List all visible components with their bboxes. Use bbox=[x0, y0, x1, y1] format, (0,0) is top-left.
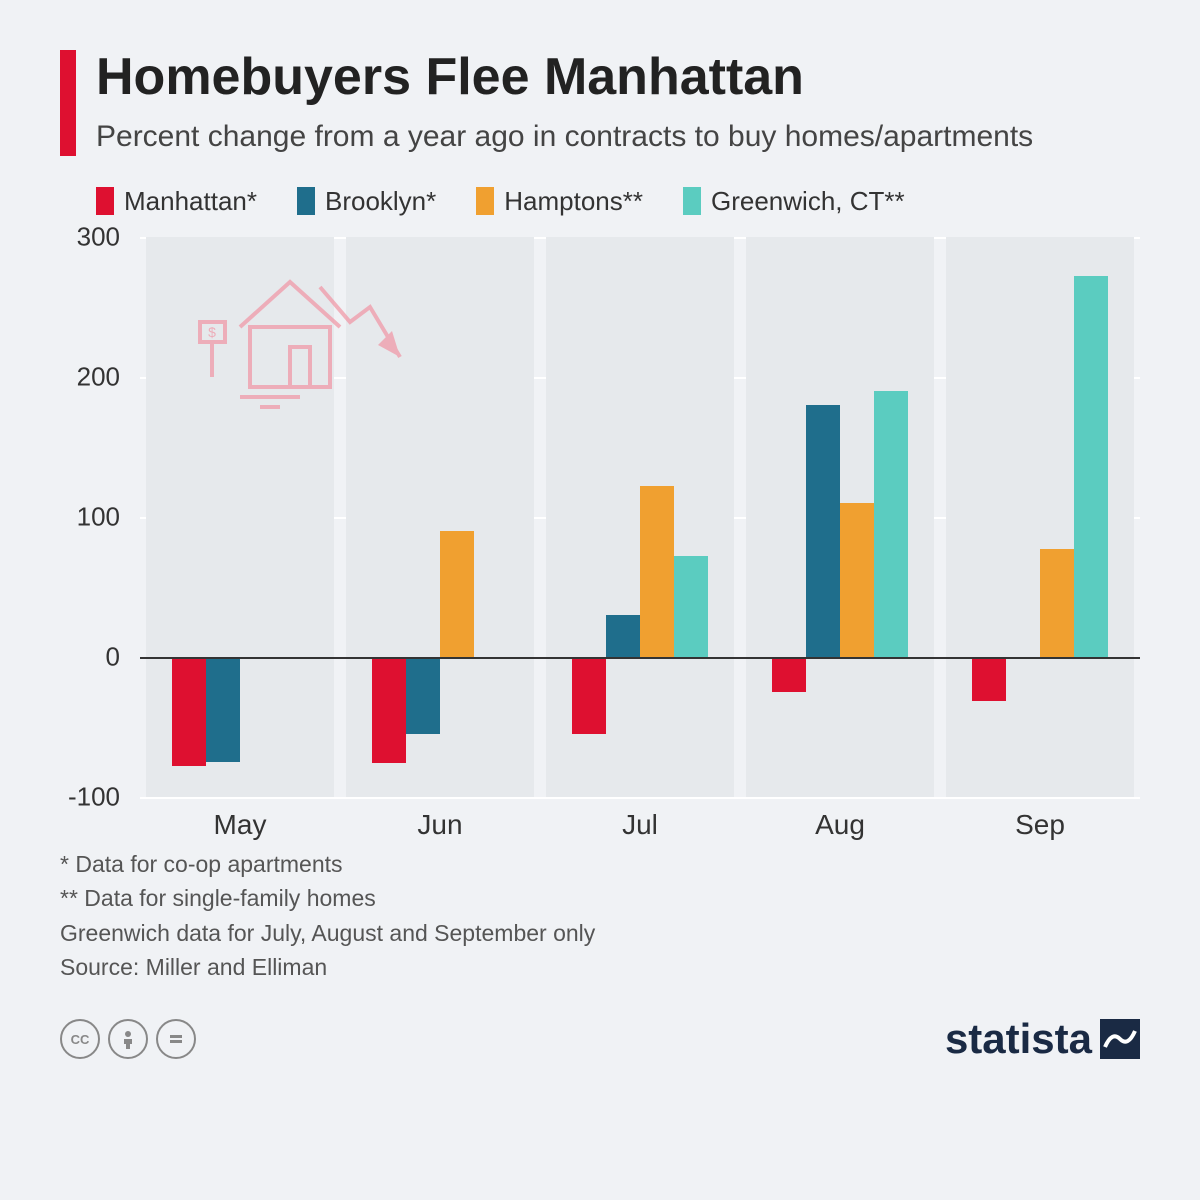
brand-text: statista bbox=[945, 1015, 1092, 1063]
legend-item: Greenwich, CT** bbox=[683, 186, 905, 217]
gridline bbox=[140, 797, 1140, 799]
bar bbox=[806, 405, 840, 657]
bar bbox=[606, 615, 640, 657]
cc-icon: CC bbox=[60, 1019, 100, 1059]
bar bbox=[172, 657, 206, 766]
footer: CC statista bbox=[60, 1015, 1140, 1063]
footnote-line: ** Data for single-family homes bbox=[60, 881, 1140, 916]
bar bbox=[772, 657, 806, 692]
footnotes: * Data for co-op apartments** Data for s… bbox=[60, 847, 1140, 985]
legend-swatch bbox=[683, 187, 701, 215]
bar bbox=[572, 657, 606, 734]
plot-area: $ MayJunJulAugSep bbox=[140, 237, 1140, 797]
brand-wave-icon bbox=[1100, 1019, 1140, 1059]
y-tick-label: -100 bbox=[68, 781, 120, 812]
legend-label: Hamptons** bbox=[504, 186, 643, 217]
bar bbox=[440, 531, 474, 657]
footnote-line: * Data for co-op apartments bbox=[60, 847, 1140, 882]
bar bbox=[972, 657, 1006, 702]
footnote-line: Source: Miller and Elliman bbox=[60, 950, 1140, 985]
chart-title: Homebuyers Flee Manhattan bbox=[96, 50, 1140, 105]
y-tick-label: 300 bbox=[77, 221, 120, 252]
x-tick-label: Aug bbox=[815, 809, 865, 841]
y-tick-label: 0 bbox=[106, 641, 120, 672]
y-axis: -1000100200300 bbox=[60, 237, 130, 797]
footnote-line: Greenwich data for July, August and Sept… bbox=[60, 916, 1140, 951]
bar bbox=[1074, 276, 1108, 657]
nd-icon bbox=[156, 1019, 196, 1059]
header-block: Homebuyers Flee Manhattan Percent change… bbox=[60, 50, 1140, 156]
bar bbox=[406, 657, 440, 734]
legend-item: Hamptons** bbox=[476, 186, 643, 217]
x-tick-label: Jul bbox=[622, 809, 658, 841]
bar bbox=[640, 486, 674, 657]
x-tick-label: Jun bbox=[417, 809, 462, 841]
legend-label: Brooklyn* bbox=[325, 186, 436, 217]
legend-item: Brooklyn* bbox=[297, 186, 436, 217]
brand-logo: statista bbox=[945, 1015, 1140, 1063]
bar bbox=[1040, 549, 1074, 657]
legend-swatch bbox=[96, 187, 114, 215]
svg-text:CC: CC bbox=[71, 1032, 90, 1047]
svg-text:$: $ bbox=[208, 324, 216, 340]
x-tick-label: May bbox=[214, 809, 267, 841]
by-icon bbox=[108, 1019, 148, 1059]
legend: Manhattan* Brooklyn* Hamptons** Greenwich, … bbox=[60, 186, 1140, 217]
house-decline-icon: $ bbox=[170, 267, 420, 432]
legend-swatch bbox=[476, 187, 494, 215]
bar bbox=[206, 657, 240, 762]
bar bbox=[840, 503, 874, 657]
zero-line bbox=[140, 657, 1140, 659]
chart-subtitle: Percent change from a year ago in contra… bbox=[96, 117, 1140, 156]
bar bbox=[674, 556, 708, 657]
legend-label: Manhattan* bbox=[124, 186, 257, 217]
bar bbox=[874, 391, 908, 657]
legend-swatch bbox=[297, 187, 315, 215]
y-tick-label: 100 bbox=[77, 501, 120, 532]
legend-item: Manhattan* bbox=[96, 186, 257, 217]
accent-bar bbox=[60, 50, 76, 156]
chart: -1000100200300 $ MayJunJul bbox=[60, 237, 1140, 797]
y-tick-label: 200 bbox=[77, 361, 120, 392]
bar bbox=[372, 657, 406, 763]
legend-label: Greenwich, CT** bbox=[711, 186, 905, 217]
license-icons: CC bbox=[60, 1019, 196, 1059]
x-tick-label: Sep bbox=[1015, 809, 1065, 841]
